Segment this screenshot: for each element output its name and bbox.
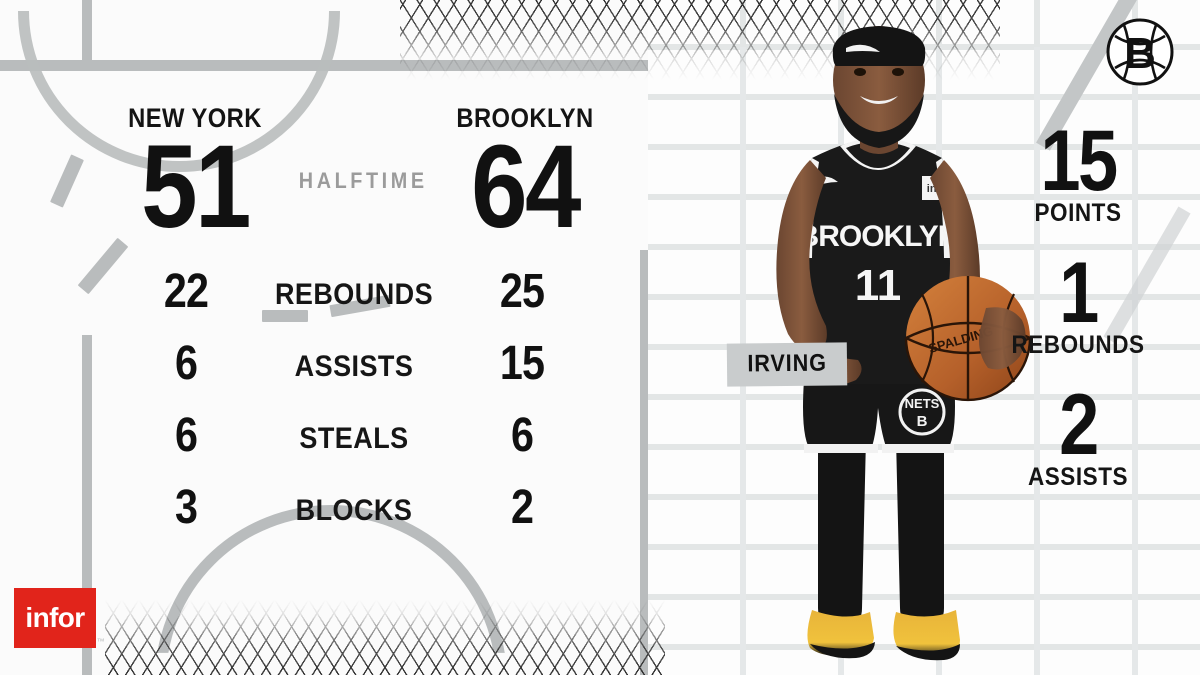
table-row: 6 STEALS 6 xyxy=(118,412,588,488)
svg-text:NETS: NETS xyxy=(905,396,940,411)
player-stat-value: 2 xyxy=(1059,377,1099,474)
net-pattern-bottom xyxy=(105,600,665,675)
court-sideline-lower xyxy=(82,335,92,675)
infor-wordmark: infor xyxy=(25,602,85,633)
player-name-tag: IRVING xyxy=(726,342,848,387)
stat-away-value: 6 xyxy=(174,409,198,462)
stat-label: REBOUNDS xyxy=(274,278,434,311)
player-photo: NETS B BROOKLYN 11 infor SPALDING xyxy=(776,26,1032,661)
player-stat-label: POINTS xyxy=(1034,199,1122,228)
court-lane-line xyxy=(640,250,651,675)
player-stat-value: 1 xyxy=(1059,245,1099,342)
stat-home-value: 2 xyxy=(510,481,534,534)
stat-home-value: 6 xyxy=(510,409,534,462)
table-row: 3 BLOCKS 2 xyxy=(118,484,588,560)
stat-away-value: 22 xyxy=(163,265,209,318)
player-name-label: IRVING xyxy=(747,349,827,378)
stat-away-value: 3 xyxy=(174,481,198,534)
player-stat-value: 15 xyxy=(1040,113,1118,209)
court-baseline-horizontal xyxy=(0,60,672,71)
game-status-label: HALFTIME xyxy=(298,168,428,193)
away-team-name: NEW YORK xyxy=(128,103,262,133)
stat-label: BLOCKS xyxy=(295,494,413,527)
table-row: 22 REBOUNDS 25 xyxy=(118,268,588,344)
player-stat-label: REBOUNDS xyxy=(1011,331,1145,360)
stat-home-value: 25 xyxy=(499,265,545,318)
player-stat-rebounds: 1 REBOUNDS xyxy=(992,245,1164,360)
court-accent-dash-3 xyxy=(262,310,308,322)
player-stat-assists: 2 ASSISTS xyxy=(992,377,1164,492)
stat-label: STEALS xyxy=(299,422,409,455)
svg-text:11: 11 xyxy=(855,261,902,310)
nets-logo-letter: B xyxy=(1124,29,1156,78)
player-stats-column: 15 POINTS 1 REBOUNDS 2 ASSISTS xyxy=(992,113,1164,518)
stat-away-value: 6 xyxy=(174,337,198,390)
brooklyn-nets-logo: B xyxy=(1106,18,1174,86)
player-stat-label: ASSISTS xyxy=(1027,463,1129,492)
stat-home-value: 15 xyxy=(499,337,545,390)
away-team-score: 51 xyxy=(141,121,251,253)
svg-text:B: B xyxy=(917,413,928,430)
player-stat-points: 15 POINTS xyxy=(992,113,1164,228)
infor-sponsor-logo: infor ™ xyxy=(14,588,105,648)
stat-label: ASSISTS xyxy=(294,350,414,383)
court-accent-dash-1 xyxy=(50,154,84,208)
home-team-score: 64 xyxy=(471,121,581,253)
svg-text:BROOKLYN: BROOKLYN xyxy=(798,220,959,253)
home-team-name: BROOKLYN xyxy=(456,103,594,133)
table-row: 6 ASSISTS 15 xyxy=(118,340,588,416)
trademark-symbol: ™ xyxy=(96,637,105,646)
team-stats-table: 22 REBOUNDS 25 6 ASSISTS 15 6 STEALS 6 3… xyxy=(118,268,588,560)
